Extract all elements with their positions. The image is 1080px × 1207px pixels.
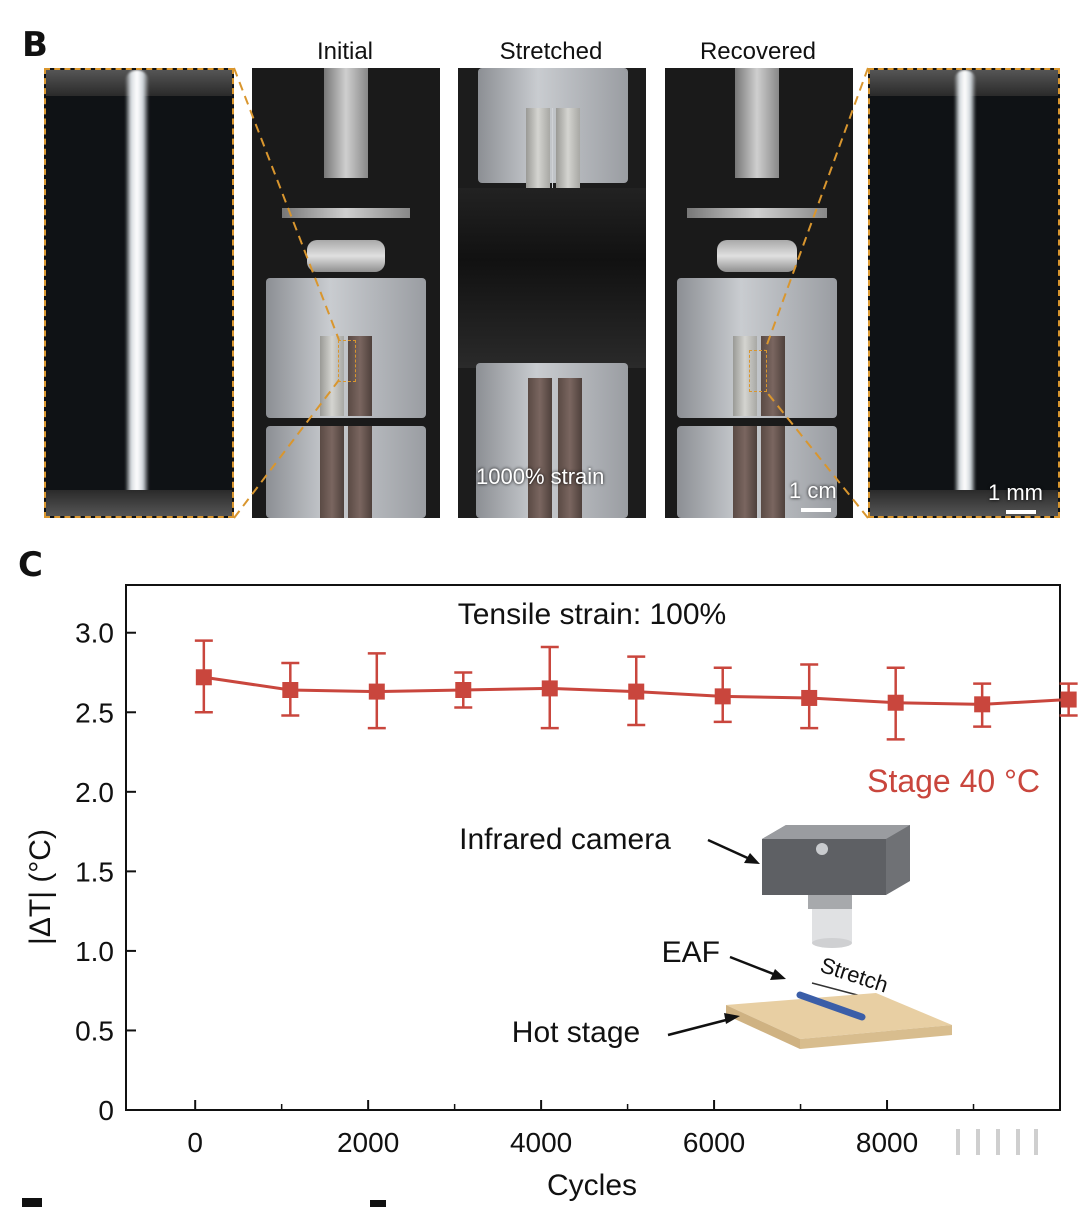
data-point bbox=[1060, 691, 1077, 708]
photo-initial bbox=[252, 68, 440, 518]
annotation-tensile-strain: Tensile strain: 100% bbox=[458, 598, 726, 631]
y-axis-label-group: |ΔT| (°C) bbox=[24, 829, 57, 945]
data-point bbox=[282, 682, 299, 698]
scale-cm-label: 1 cm bbox=[789, 478, 837, 503]
scale-mm-bar bbox=[1006, 510, 1036, 514]
scale-cm-bar bbox=[801, 508, 831, 512]
photo-stretched: 1000% strain bbox=[458, 68, 646, 518]
y-tick-label: 2.5 bbox=[75, 697, 114, 728]
inset-illustration: Infrared camera EAF Stretch Hot stage bbox=[459, 823, 952, 1049]
inset-stage-label: Hot stage bbox=[512, 1016, 640, 1049]
y-tick-label: 2.0 bbox=[75, 777, 114, 808]
plot-frame bbox=[125, 584, 1061, 1111]
inset-camera-label: Infrared camera bbox=[459, 823, 671, 856]
x-tick-label: 4000 bbox=[510, 1127, 572, 1158]
photo-recovered: 1 cm bbox=[665, 68, 853, 518]
y-tick-label: 0 bbox=[98, 1095, 114, 1126]
data-point bbox=[974, 696, 991, 713]
cycles-chart: 0 0.5 1.0 1.5 2.0 2.5 3.0 0 2000 4000 6000 8000 Ten… bbox=[24, 584, 1078, 1202]
x-tick-label: 8000 bbox=[856, 1127, 918, 1158]
data-point bbox=[801, 689, 818, 706]
data-point bbox=[628, 683, 645, 700]
scale-mm-label: 1 mm bbox=[988, 480, 1043, 505]
cropped-letter-fragment-left bbox=[22, 1198, 42, 1207]
x-axis-label: Cycles bbox=[547, 1169, 637, 1202]
cropped-tick-fragment bbox=[956, 1129, 1038, 1155]
camera-icon bbox=[762, 825, 910, 948]
zoom-photo-recovered: 1 mm bbox=[868, 68, 1060, 518]
zoom-photo-initial bbox=[44, 68, 234, 518]
label-recovered: Recovered bbox=[699, 38, 817, 65]
x-tick-label: 0 bbox=[187, 1127, 203, 1158]
inset-eaf-label: EAF bbox=[662, 936, 720, 969]
label-initial: Initial bbox=[316, 38, 374, 65]
data-point bbox=[887, 694, 904, 711]
panel-b-letter: B bbox=[22, 25, 48, 65]
y-tick-label: 1.5 bbox=[75, 856, 114, 887]
data-point bbox=[195, 669, 212, 686]
data-point bbox=[714, 688, 731, 705]
hot-stage-icon bbox=[726, 991, 952, 1049]
y-tick-label: 1.0 bbox=[75, 936, 114, 967]
inset-stretch-label: Stretch bbox=[817, 952, 891, 997]
label-stretched: Stretched bbox=[499, 38, 603, 65]
y-tick-label: 3.0 bbox=[75, 618, 114, 649]
y-tick-label: 0.5 bbox=[75, 1015, 114, 1046]
panel-c-letter: C bbox=[18, 545, 43, 585]
x-tick-label: 6000 bbox=[683, 1127, 745, 1158]
data-point bbox=[541, 680, 558, 697]
y-axis-label: |ΔT| (°C) bbox=[24, 829, 57, 945]
data-point bbox=[455, 682, 472, 698]
data-point bbox=[368, 683, 385, 700]
cropped-letter-fragment-right bbox=[370, 1200, 386, 1207]
series-label-stage: Stage 40 °C bbox=[867, 763, 1040, 799]
strain-overlay-text: 1000% strain bbox=[476, 464, 605, 489]
x-tick-label: 2000 bbox=[337, 1127, 399, 1158]
